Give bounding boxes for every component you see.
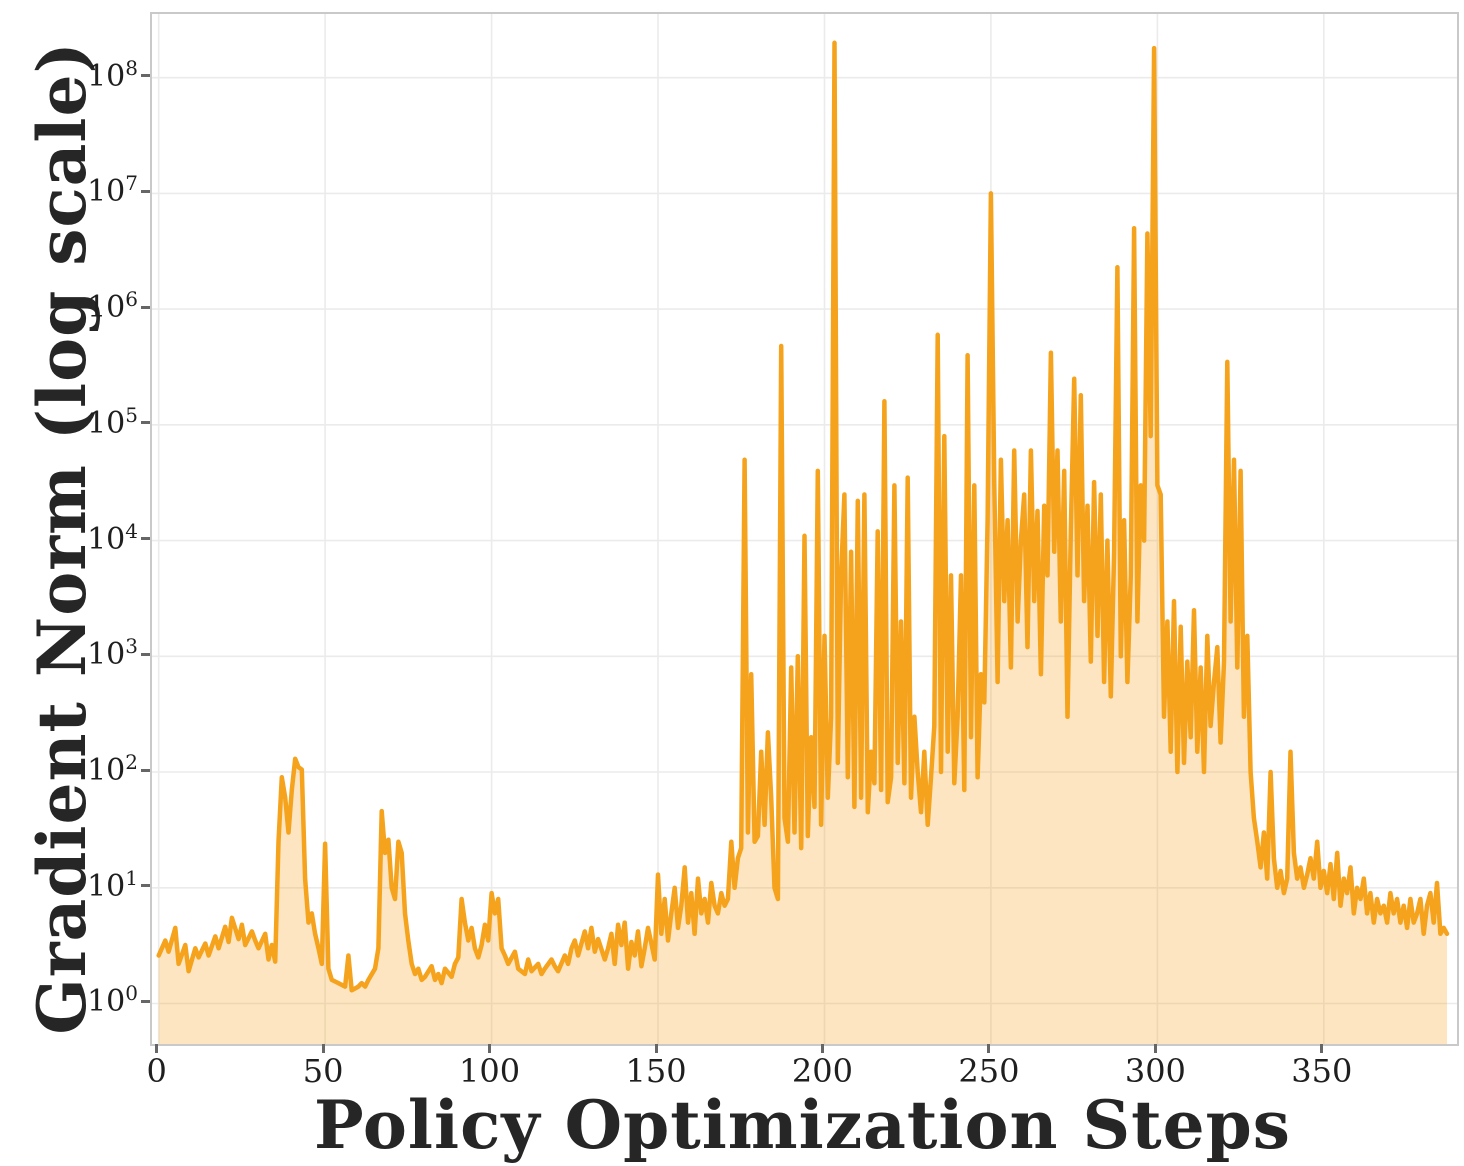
y-tick-mark — [141, 421, 150, 425]
x-tick-mark — [155, 1044, 159, 1053]
x-tick-label: 350 — [1291, 1052, 1353, 1090]
x-tick-label: 250 — [958, 1052, 1020, 1090]
x-tick-label: 300 — [1124, 1052, 1186, 1090]
y-tick-label: 100 — [87, 981, 138, 1020]
series-line — [156, 40, 1450, 993]
x-tick-mark — [987, 1044, 991, 1053]
y-tick-label: 103 — [87, 634, 138, 673]
y-tick-mark — [141, 884, 150, 888]
x-tick-mark — [488, 1044, 492, 1053]
y-tick-label: 102 — [87, 750, 138, 789]
x-tick-mark — [1320, 1044, 1324, 1053]
x-axis-label: Policy Optimization Steps — [314, 1086, 1291, 1164]
y-tick-label: 101 — [87, 865, 138, 904]
y-tick-label: 106 — [87, 287, 138, 326]
y-tick-label: 107 — [87, 171, 138, 210]
y-tick-label: 105 — [87, 402, 138, 441]
x-tick-mark — [1153, 1044, 1157, 1053]
y-tick-mark — [141, 189, 150, 193]
y-tick-mark — [141, 652, 150, 656]
y-tick-mark — [141, 1000, 150, 1003]
y-tick-label: 108 — [87, 55, 138, 94]
x-tick-mark — [821, 1044, 824, 1053]
x-tick-label: 100 — [459, 1052, 521, 1090]
y-tick-mark — [141, 74, 150, 78]
x-tick-mark — [654, 1044, 658, 1053]
y-tick-mark — [141, 537, 150, 541]
y-tick-mark — [141, 768, 150, 772]
y-tick-label: 104 — [87, 518, 138, 557]
plot-area — [150, 12, 1459, 1046]
y-tick-mark — [141, 305, 150, 309]
x-tick-label: 200 — [791, 1052, 853, 1090]
x-tick-label: 50 — [302, 1052, 344, 1090]
area-fill — [158, 42, 1447, 1044]
x-tick-label: 0 — [146, 1052, 167, 1090]
x-tick-mark — [321, 1044, 325, 1053]
x-tick-label: 150 — [625, 1052, 687, 1090]
line-series — [152, 14, 1457, 1044]
